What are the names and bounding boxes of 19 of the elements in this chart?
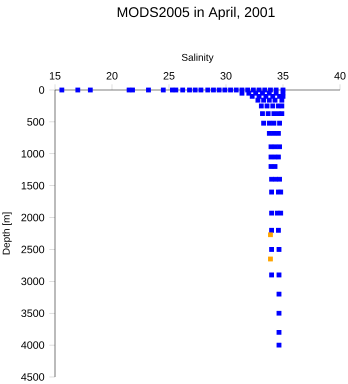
y-tick-label: 3500: [21, 309, 44, 317]
y-tick-label: 4500: [21, 373, 44, 381]
y-tick-label: 4000: [21, 341, 44, 349]
y-tick-label: 1000: [22, 150, 44, 158]
y-tick-label: 1500: [22, 182, 44, 190]
y-tick-label: 3000: [21, 278, 44, 286]
x-tick-label: 25: [164, 72, 174, 80]
x-tick-label: 40: [334, 72, 346, 80]
y-axis-title: Depth [m]: [2, 212, 12, 254]
y-tick-label: 0: [39, 86, 44, 94]
y-tick-label: 2500: [21, 246, 44, 254]
x-tick-label: 35: [277, 72, 288, 80]
x-tick-label: 30: [220, 72, 232, 80]
x-tick-label: 15: [50, 72, 60, 80]
x-axis-title: Salinity: [182, 54, 214, 63]
chart-title: MODS2005 in April, 2001: [118, 6, 275, 20]
x-tick-label: 20: [106, 72, 118, 80]
y-tick-label: 2000: [21, 214, 44, 222]
y-tick-label: 500: [27, 118, 44, 126]
